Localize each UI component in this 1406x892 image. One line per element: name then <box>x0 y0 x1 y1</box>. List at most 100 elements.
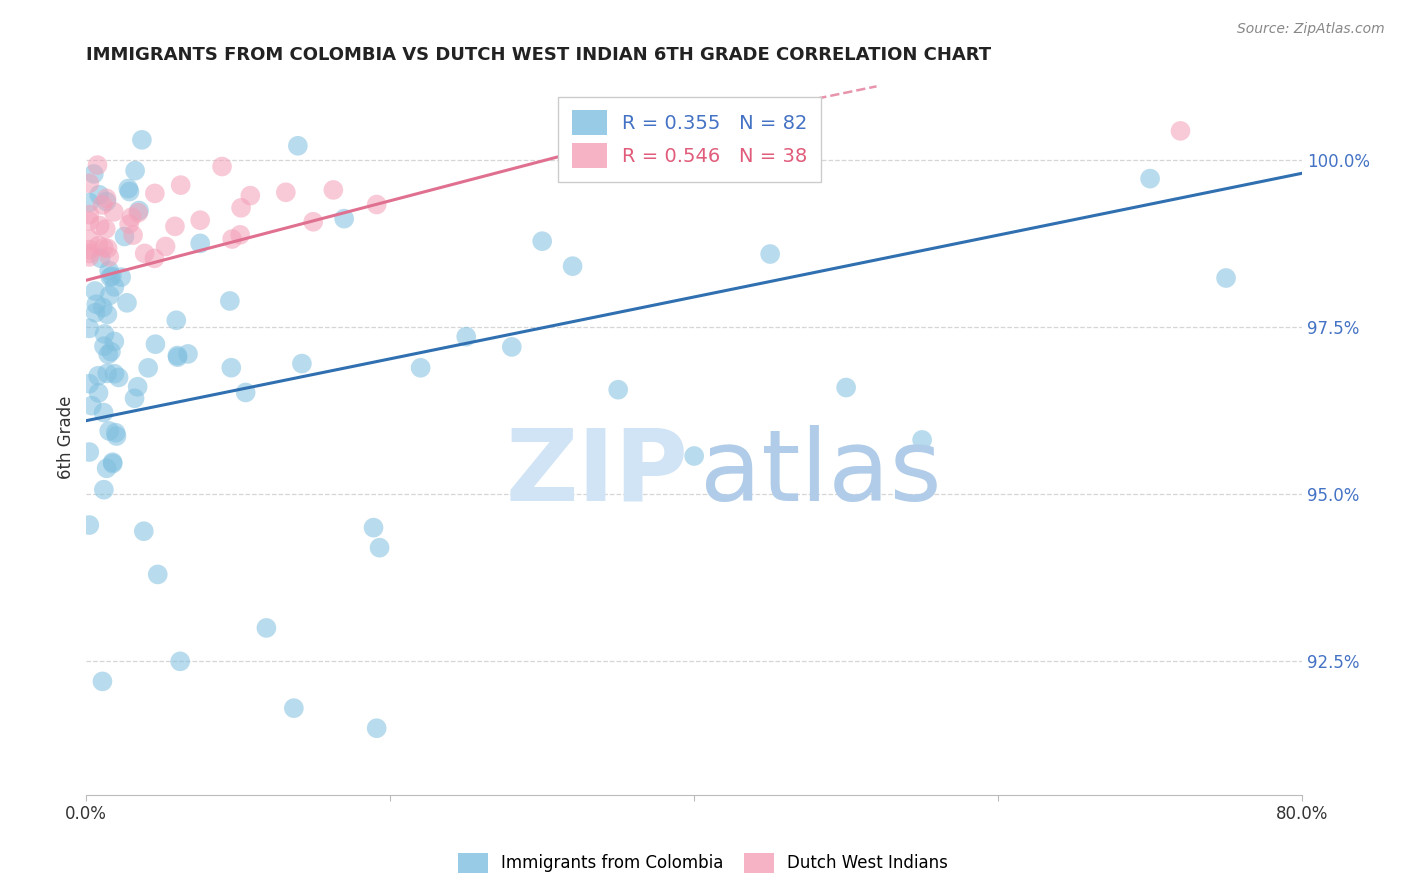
Point <box>87 385 110 400</box>
Point <box>366 721 388 735</box>
Point <box>105 429 128 443</box>
Point <box>124 391 146 405</box>
Point <box>83 167 105 181</box>
Point <box>188 236 211 251</box>
Point <box>1139 171 1161 186</box>
Point <box>561 259 583 273</box>
Point <box>89 219 111 233</box>
Point <box>274 186 297 200</box>
Point <box>165 313 187 327</box>
Point <box>1215 271 1237 285</box>
Point <box>254 621 277 635</box>
Point <box>219 360 242 375</box>
Point <box>501 340 523 354</box>
Y-axis label: 6th Grade: 6th Grade <box>58 396 75 479</box>
Point <box>531 234 554 248</box>
Point <box>143 186 166 201</box>
Point <box>121 210 143 224</box>
Point <box>146 567 169 582</box>
Point <box>363 521 385 535</box>
Point <box>86 158 108 172</box>
Point <box>163 219 186 234</box>
Point <box>835 380 858 394</box>
Point <box>107 370 129 384</box>
Point <box>79 176 101 190</box>
Point <box>333 211 356 226</box>
Point <box>96 194 118 209</box>
Point <box>409 360 432 375</box>
Legend: Immigrants from Colombia, Dutch West Indians: Immigrants from Colombia, Dutch West Ind… <box>451 847 955 880</box>
Point <box>221 232 243 246</box>
Point <box>911 433 934 447</box>
Point <box>169 178 191 193</box>
Point <box>79 208 101 222</box>
Point <box>79 321 101 335</box>
Point <box>166 350 188 364</box>
Point <box>87 368 110 383</box>
Point <box>98 288 121 302</box>
Point <box>96 367 118 381</box>
Point <box>239 188 262 202</box>
Point <box>131 133 153 147</box>
Point <box>683 449 706 463</box>
Point <box>132 524 155 539</box>
Text: ZIP: ZIP <box>505 425 688 522</box>
Point <box>118 217 141 231</box>
Point <box>283 701 305 715</box>
Point <box>93 483 115 497</box>
Point <box>104 425 127 440</box>
Point <box>103 280 125 294</box>
Point <box>97 241 120 255</box>
Point <box>94 222 117 236</box>
Point <box>79 214 101 228</box>
Point <box>91 301 114 315</box>
Point <box>84 297 107 311</box>
Point <box>91 198 114 212</box>
Point <box>91 674 114 689</box>
Point <box>145 337 167 351</box>
Point <box>79 232 101 246</box>
Point <box>98 263 121 277</box>
Text: atlas: atlas <box>700 425 942 522</box>
Point <box>155 239 177 253</box>
Point <box>84 284 107 298</box>
Point <box>235 385 257 400</box>
Point <box>96 191 118 205</box>
Point <box>84 306 107 320</box>
Point <box>302 215 325 229</box>
Point <box>124 163 146 178</box>
Point <box>100 344 122 359</box>
Point <box>98 424 121 438</box>
Point <box>759 247 782 261</box>
Point <box>218 293 240 308</box>
Point <box>134 246 156 260</box>
Point <box>322 183 344 197</box>
Point <box>188 213 211 227</box>
Point <box>79 518 101 533</box>
Point <box>143 252 166 266</box>
Point <box>136 360 159 375</box>
Point <box>122 228 145 243</box>
Point <box>93 405 115 419</box>
Point <box>96 308 118 322</box>
Point <box>79 246 101 260</box>
Point <box>93 241 115 255</box>
Text: IMMIGRANTS FROM COLOMBIA VS DUTCH WEST INDIAN 6TH GRADE CORRELATION CHART: IMMIGRANTS FROM COLOMBIA VS DUTCH WEST I… <box>86 46 991 64</box>
Point <box>103 367 125 381</box>
Point <box>177 347 200 361</box>
Point <box>110 270 132 285</box>
Point <box>368 541 391 555</box>
Point <box>169 654 191 668</box>
Point <box>79 195 101 210</box>
Point <box>79 445 101 459</box>
Point <box>287 138 309 153</box>
Point <box>93 326 115 341</box>
Point <box>127 205 149 219</box>
Point <box>80 399 103 413</box>
Point <box>607 383 630 397</box>
Point <box>211 160 233 174</box>
Point <box>89 187 111 202</box>
Point <box>128 203 150 218</box>
Point <box>96 461 118 475</box>
Point <box>98 270 121 285</box>
